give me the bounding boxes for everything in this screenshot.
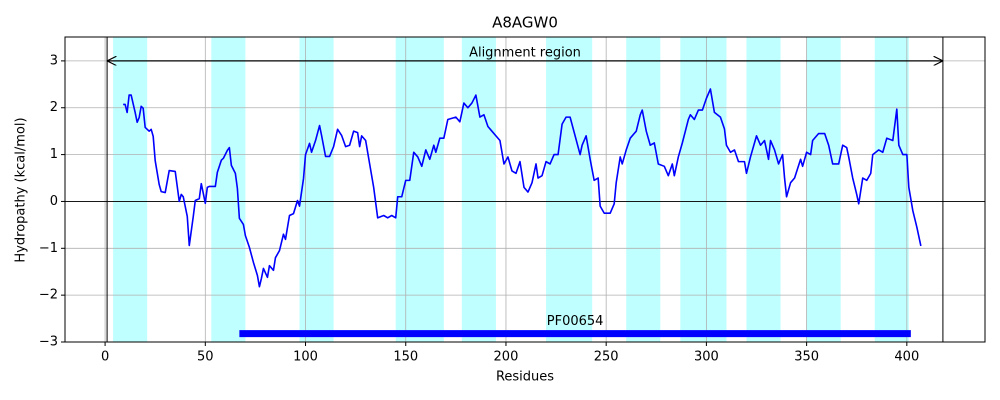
x-tick-label: 0: [101, 350, 109, 365]
x-tick-label: 400: [894, 350, 919, 365]
y-tick-label: 1: [50, 147, 58, 162]
x-tick-label: 250: [594, 350, 619, 365]
y-tick-label: 2: [50, 100, 58, 115]
region: [806, 37, 841, 342]
region: [211, 37, 246, 342]
x-axis-label: Residues: [496, 370, 554, 385]
region: [680, 37, 727, 342]
x-tick-label: 100: [293, 350, 318, 365]
x-tick-label: 150: [393, 350, 418, 365]
region: [746, 37, 781, 342]
plot-frame: [64, 36, 986, 343]
y-tick-label: 3: [50, 53, 58, 68]
region: [626, 37, 661, 342]
region: [113, 37, 148, 342]
domain-label: PF00654: [547, 314, 604, 329]
alignment-label: Alignment region: [469, 45, 581, 60]
y-tick-label: −3: [39, 335, 58, 350]
x-tick-label: 300: [694, 350, 719, 365]
chart-title: A8AGW0: [492, 14, 558, 32]
y-tick-label: −2: [39, 288, 58, 303]
y-axis-label: Hydropathy (kcal/mol): [14, 117, 29, 262]
y-tick-label: 0: [50, 194, 58, 209]
hydropathy-line: [123, 88, 922, 288]
x-tick-label: 350: [794, 350, 819, 365]
x-tick-label: 50: [197, 350, 214, 365]
x-tick-label: 200: [494, 350, 519, 365]
y-tick-label: −1: [39, 241, 58, 256]
region: [874, 37, 909, 342]
region: [461, 37, 496, 342]
region: [546, 37, 593, 342]
region: [299, 37, 334, 342]
